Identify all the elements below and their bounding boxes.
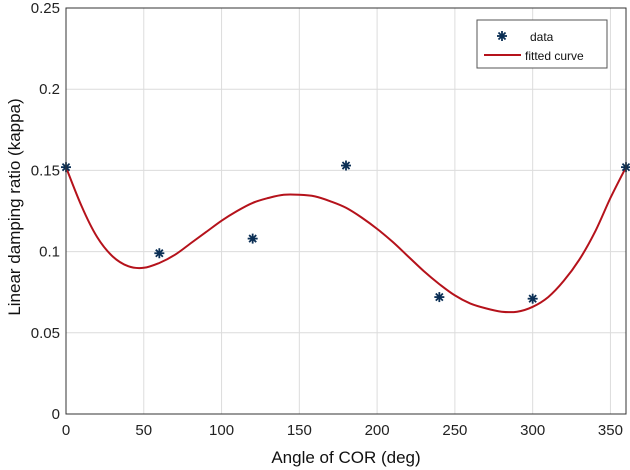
y-tick-label: 0: [52, 406, 60, 423]
legend-data-marker-icon: [497, 31, 507, 41]
y-tick-label: 0.1: [39, 244, 60, 261]
legend-label-data: data: [530, 30, 554, 44]
y-axis-label: Linear damping ratio (kappa): [5, 98, 24, 315]
data-point: [341, 160, 351, 171]
tick-labels: 0 50 100 150 200 250 300 350 0 0.05 0.1 0.15 0.2 0.25: [31, 0, 623, 439]
x-tick-label: 350: [598, 422, 623, 439]
data-point: [247, 233, 258, 244]
x-tick-label: 200: [365, 422, 390, 439]
x-axis-label: Angle of COR (deg): [271, 448, 420, 467]
plot-frame: [65, 7, 627, 415]
y-tick-label: 0.15: [31, 162, 60, 179]
y-tick-label: 0.2: [39, 81, 60, 98]
data-point: [527, 293, 538, 304]
legend-box: [476, 19, 608, 69]
data-point: [434, 292, 445, 303]
x-tick-label: 250: [442, 422, 467, 439]
y-tick-label: 0.05: [31, 325, 60, 342]
legend: data fitted curve: [476, 19, 608, 69]
legend-label-fitted-curve: fitted curve: [525, 49, 584, 63]
data-point: [154, 248, 165, 259]
x-tick-label: 100: [209, 422, 234, 439]
legend-asterisk: [497, 31, 507, 41]
x-tick-label: 0: [62, 422, 70, 439]
y-tick-label: 0.25: [31, 0, 60, 17]
x-tick-label: 50: [135, 422, 152, 439]
x-tick-label: 300: [520, 422, 545, 439]
fitted-curve-layer: [65, 166, 627, 314]
fitted-curve-line: [65, 166, 627, 314]
x-tick-label: 150: [287, 422, 312, 439]
